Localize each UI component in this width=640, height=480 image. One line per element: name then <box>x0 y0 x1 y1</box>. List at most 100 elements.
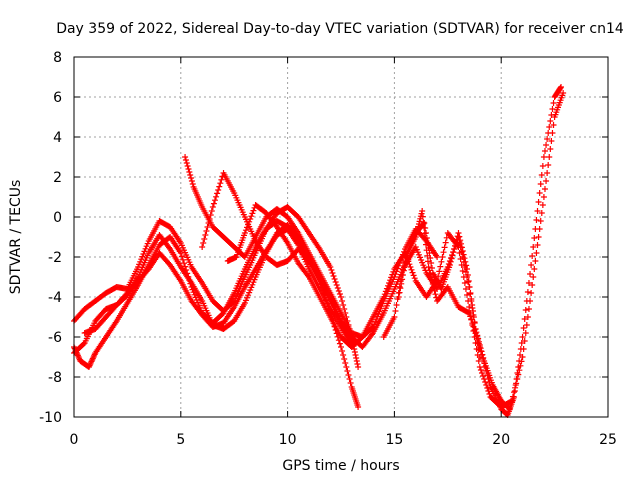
data-point <box>203 228 210 234</box>
data-point <box>420 221 427 227</box>
data-point <box>533 250 540 256</box>
data-point <box>540 154 547 160</box>
data-point <box>334 285 341 291</box>
data-point <box>346 376 353 382</box>
data-point <box>511 394 518 400</box>
data-point <box>539 202 546 208</box>
data-point <box>480 373 487 379</box>
series-track-1 <box>71 204 362 370</box>
data-point <box>520 325 527 331</box>
data-point <box>464 266 471 272</box>
data-point <box>421 220 428 226</box>
data-point <box>392 308 399 314</box>
data-point <box>550 100 557 106</box>
data-point <box>462 286 469 292</box>
data-point <box>338 344 344 350</box>
data-point <box>396 284 403 290</box>
data-point <box>395 294 402 300</box>
data-point <box>207 212 214 218</box>
data-point <box>217 180 224 187</box>
data-point <box>340 302 347 308</box>
data-point <box>475 335 482 342</box>
data-point <box>428 265 435 271</box>
data-point <box>442 239 449 246</box>
data-point <box>202 232 209 238</box>
data-point <box>242 227 249 234</box>
data-point <box>179 256 186 263</box>
y-tick-label: 6 <box>53 90 62 106</box>
data-point <box>535 199 542 205</box>
data-point <box>465 278 472 284</box>
data-point <box>250 207 257 214</box>
data-point <box>461 280 468 286</box>
data-point <box>248 213 255 220</box>
data-point <box>484 385 491 391</box>
data-point <box>550 122 557 128</box>
data-point <box>428 260 435 266</box>
data-point <box>182 157 189 163</box>
data-point <box>524 289 531 295</box>
data-point <box>483 382 490 388</box>
data-point <box>211 197 218 204</box>
axis-ticks: 0 5 10 15 20 25 -10 -8 -6 -4 -2 0 2 4 6 8 <box>39 50 617 448</box>
data-point <box>457 237 464 244</box>
data-point <box>426 250 433 256</box>
data-point <box>523 322 530 328</box>
data-point <box>535 234 542 240</box>
data-point <box>521 316 528 322</box>
data-point <box>466 284 473 290</box>
data-point <box>178 253 185 260</box>
data-point <box>408 266 415 273</box>
data-point <box>425 245 432 251</box>
data-point <box>539 163 546 169</box>
data-point <box>181 260 188 267</box>
data-point <box>428 277 435 284</box>
data-point <box>333 282 340 288</box>
data-point <box>473 329 480 336</box>
data-point <box>382 288 389 295</box>
data-point <box>560 90 567 96</box>
data-point <box>355 404 362 410</box>
data-point <box>557 85 564 91</box>
data-point <box>446 262 453 268</box>
data-point <box>545 162 552 168</box>
data-point <box>537 218 544 224</box>
data-point <box>461 255 468 262</box>
data-point <box>241 230 248 236</box>
data-point <box>547 146 554 152</box>
x-tick-label: 20 <box>492 432 510 448</box>
data-point <box>472 326 479 332</box>
data-point <box>449 252 456 259</box>
data-point <box>399 272 406 278</box>
data-point <box>447 258 454 265</box>
data-point <box>522 330 529 336</box>
data-point <box>516 352 523 358</box>
data-point <box>468 296 475 302</box>
data-point <box>335 337 342 344</box>
data-point <box>422 225 429 231</box>
data-point <box>355 364 362 370</box>
data-point <box>425 264 432 270</box>
data-point <box>383 285 390 292</box>
data-point <box>423 230 430 236</box>
chart-title: Day 359 of 2022, Sidereal Day-to-day VTE… <box>56 21 624 37</box>
data-point <box>548 138 555 144</box>
data-point <box>419 208 426 214</box>
data-point <box>457 256 464 262</box>
data-point <box>476 342 483 348</box>
data-point <box>525 280 532 286</box>
y-tick-label: 8 <box>53 50 62 66</box>
x-tick-label: 25 <box>599 432 617 448</box>
data-point <box>393 302 400 308</box>
data-point <box>80 341 87 347</box>
data-point <box>450 249 457 256</box>
data-point <box>464 272 471 278</box>
data-point <box>186 169 193 175</box>
data-point <box>470 308 477 314</box>
data-point <box>183 160 190 166</box>
data-point <box>533 217 540 223</box>
data-point <box>545 130 552 136</box>
data-point <box>451 246 458 252</box>
data-point <box>188 175 195 181</box>
y-tick-label: -2 <box>48 250 62 266</box>
